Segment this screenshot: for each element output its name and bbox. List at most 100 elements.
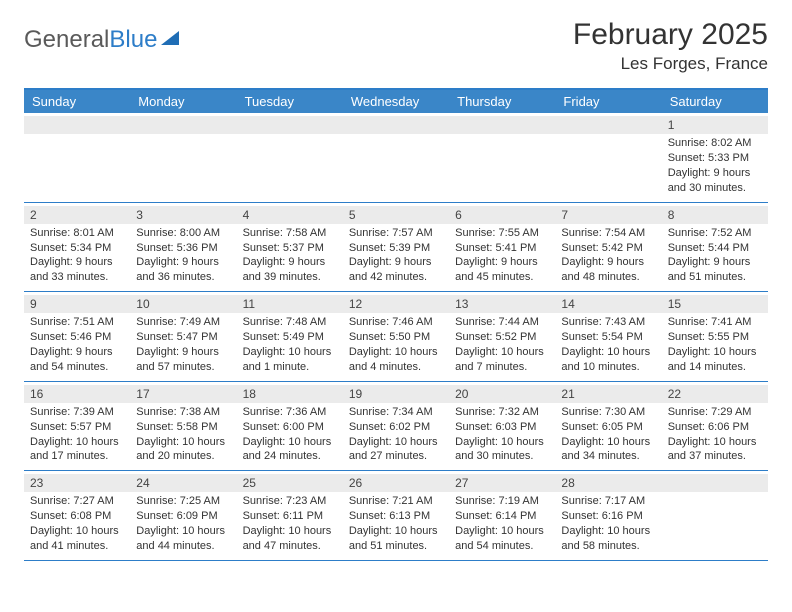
day-cell: 11Sunrise: 7:48 AMSunset: 5:49 PMDayligh… (237, 292, 343, 381)
sunset-line: Sunset: 6:16 PM (561, 509, 655, 524)
daylight-line: Daylight: 10 hours and 14 minutes. (668, 345, 762, 375)
day-number: 11 (237, 295, 343, 313)
sunset-line: Sunset: 5:37 PM (243, 241, 337, 256)
sunrise-line: Sunrise: 7:41 AM (668, 315, 762, 330)
daylight-line: Daylight: 10 hours and 17 minutes. (30, 435, 124, 465)
day-cell: 27Sunrise: 7:19 AMSunset: 6:14 PMDayligh… (449, 471, 555, 560)
daylight-line: Daylight: 10 hours and 41 minutes. (30, 524, 124, 554)
calendar: SundayMondayTuesdayWednesdayThursdayFrid… (24, 88, 768, 561)
day-number: 10 (130, 295, 236, 313)
empty-daynum-row (24, 116, 130, 134)
sunrise-line: Sunrise: 7:46 AM (349, 315, 443, 330)
daylight-line: Daylight: 10 hours and 37 minutes. (668, 435, 762, 465)
week-row: 1Sunrise: 8:02 AMSunset: 5:33 PMDaylight… (24, 113, 768, 203)
sunrise-line: Sunrise: 7:55 AM (455, 226, 549, 241)
day-header: Friday (555, 90, 661, 113)
daylight-line: Daylight: 10 hours and 58 minutes. (561, 524, 655, 554)
logo-text-2: Blue (109, 26, 157, 54)
week-row: 23Sunrise: 7:27 AMSunset: 6:08 PMDayligh… (24, 471, 768, 561)
empty-cell (130, 113, 236, 202)
sunset-line: Sunset: 6:06 PM (668, 420, 762, 435)
day-cell: 12 Sunrise: 7:46 AMSunset: 5:50 PMDayligh… (343, 292, 449, 381)
day-cell: 9Sunrise: 7:51 AMSunset: 5:46 PMDaylight… (24, 292, 130, 381)
day-number: 22 (662, 385, 768, 403)
sunset-line: Sunset: 6:11 PM (243, 509, 337, 524)
page-header: GeneralBlue February 2025 Les Forges, Fr… (24, 18, 768, 74)
empty-cell (662, 471, 768, 560)
sunrise-line: Sunrise: 7:30 AM (561, 405, 655, 420)
day-cell: 15Sunrise: 7:41 AMSunset: 5:55 PMDayligh… (662, 292, 768, 381)
day-cell: 24Sunrise: 7:25 AMSunset: 6:09 PMDayligh… (130, 471, 236, 560)
day-number: 24 (130, 474, 236, 492)
sunrise-line: Sunrise: 7:36 AM (243, 405, 337, 420)
day-number: 13 (449, 295, 555, 313)
daylight-line: Daylight: 10 hours and 47 minutes. (243, 524, 337, 554)
sunrise-line: Sunrise: 7:23 AM (243, 494, 337, 509)
daylight-line: Daylight: 10 hours and 1 minute. (243, 345, 337, 375)
day-number: 8 (662, 206, 768, 224)
day-cell: 22Sunrise: 7:29 AMSunset: 6:06 PMDayligh… (662, 382, 768, 471)
day-number: 12 (343, 295, 449, 313)
daylight-line: Daylight: 10 hours and 10 minutes. (561, 345, 655, 375)
daylight-line: Daylight: 10 hours and 20 minutes. (136, 435, 230, 465)
daylight-line: Daylight: 10 hours and 51 minutes. (349, 524, 443, 554)
day-header: Thursday (449, 90, 555, 113)
daylight-line: Daylight: 9 hours and 45 minutes. (455, 255, 549, 285)
empty-cell (24, 113, 130, 202)
week-row: 2Sunrise: 8:01 AMSunset: 5:34 PMDaylight… (24, 203, 768, 293)
sunrise-line: Sunrise: 7:25 AM (136, 494, 230, 509)
sunrise-line: Sunrise: 7:54 AM (561, 226, 655, 241)
daylight-line: Daylight: 10 hours and 27 minutes. (349, 435, 443, 465)
day-cell: 28Sunrise: 7:17 AMSunset: 6:16 PMDayligh… (555, 471, 661, 560)
sunset-line: Sunset: 5:39 PM (349, 241, 443, 256)
sunrise-line: Sunrise: 7:21 AM (349, 494, 443, 509)
sunset-line: Sunset: 5:50 PM (349, 330, 443, 345)
day-cell: 14Sunrise: 7:43 AMSunset: 5:54 PMDayligh… (555, 292, 661, 381)
daylight-line: Daylight: 10 hours and 7 minutes. (455, 345, 549, 375)
daylight-line: Daylight: 10 hours and 4 minutes. (349, 345, 443, 375)
sunset-line: Sunset: 5:57 PM (30, 420, 124, 435)
day-cell: 26Sunrise: 7:21 AMSunset: 6:13 PMDayligh… (343, 471, 449, 560)
day-cell: 23Sunrise: 7:27 AMSunset: 6:08 PMDayligh… (24, 471, 130, 560)
sunrise-line: Sunrise: 7:48 AM (243, 315, 337, 330)
daylight-line: Daylight: 9 hours and 51 minutes. (668, 255, 762, 285)
day-cell: 7Sunrise: 7:54 AMSunset: 5:42 PMDaylight… (555, 203, 661, 292)
weeks-container: 1Sunrise: 8:02 AMSunset: 5:33 PMDaylight… (24, 113, 768, 561)
empty-daynum-row (449, 116, 555, 134)
sunrise-line: Sunrise: 7:49 AM (136, 315, 230, 330)
day-number: 4 (237, 206, 343, 224)
daylight-line: Daylight: 9 hours and 42 minutes. (349, 255, 443, 285)
day-header: Wednesday (343, 90, 449, 113)
sunrise-line: Sunrise: 7:51 AM (30, 315, 124, 330)
day-cell: 17Sunrise: 7:38 AMSunset: 5:58 PMDayligh… (130, 382, 236, 471)
day-cell: 6Sunrise: 7:55 AMSunset: 5:41 PMDaylight… (449, 203, 555, 292)
sunset-line: Sunset: 5:46 PM (30, 330, 124, 345)
day-cell: 10Sunrise: 7:49 AMSunset: 5:47 PMDayligh… (130, 292, 236, 381)
day-cell: 4Sunrise: 7:58 AMSunset: 5:37 PMDaylight… (237, 203, 343, 292)
daylight-line: Daylight: 10 hours and 24 minutes. (243, 435, 337, 465)
sunset-line: Sunset: 6:08 PM (30, 509, 124, 524)
day-number: 18 (237, 385, 343, 403)
daylight-line: Daylight: 10 hours and 34 minutes. (561, 435, 655, 465)
sunset-line: Sunset: 5:58 PM (136, 420, 230, 435)
sunrise-line: Sunrise: 7:34 AM (349, 405, 443, 420)
empty-daynum-row (662, 474, 768, 492)
sunrise-line: Sunrise: 7:44 AM (455, 315, 549, 330)
sunset-line: Sunset: 5:47 PM (136, 330, 230, 345)
day-number: 7 (555, 206, 661, 224)
day-cell: 21Sunrise: 7:30 AMSunset: 6:05 PMDayligh… (555, 382, 661, 471)
day-cell: 8Sunrise: 7:52 AMSunset: 5:44 PMDaylight… (662, 203, 768, 292)
day-number: 21 (555, 385, 661, 403)
sunrise-line: Sunrise: 8:00 AM (136, 226, 230, 241)
logo: GeneralBlue (24, 18, 179, 54)
empty-daynum-row (130, 116, 236, 134)
day-number: 25 (237, 474, 343, 492)
day-cell: 25 Sunrise: 7:23 AMSunset: 6:11 PMDayligh… (237, 471, 343, 560)
day-number: 5 (343, 206, 449, 224)
sunset-line: Sunset: 6:13 PM (349, 509, 443, 524)
day-cell: 19Sunrise: 7:34 AMSunset: 6:02 PMDayligh… (343, 382, 449, 471)
sunset-line: Sunset: 5:42 PM (561, 241, 655, 256)
title-block: February 2025 Les Forges, France (573, 18, 768, 74)
empty-cell (343, 113, 449, 202)
day-number: 23 (24, 474, 130, 492)
